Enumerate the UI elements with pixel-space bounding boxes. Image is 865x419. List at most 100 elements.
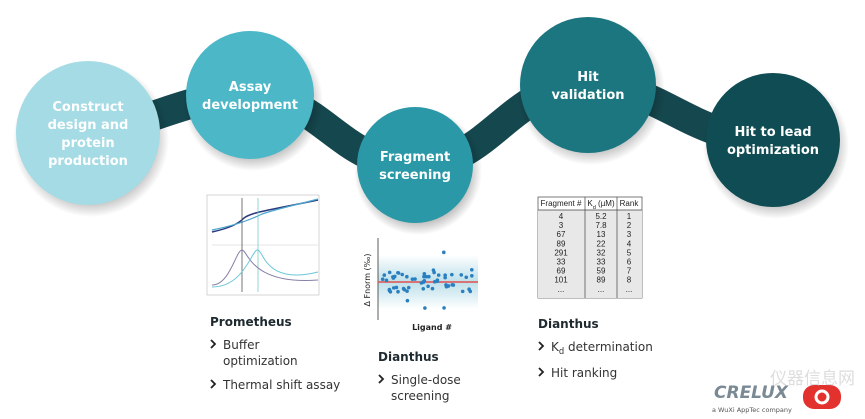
table-cell: 89 [557,239,566,248]
step-circle [706,73,840,207]
table-cell: 2 [627,221,632,230]
tool-item-line: optimization [223,354,298,368]
logo-name: CRELUX [714,383,789,403]
scatter-dot [396,270,400,275]
tool-item-line: Buffer [223,338,259,352]
scatter-dot [460,289,465,294]
scatter-dot [424,274,429,279]
step-label: Hit [577,70,599,85]
table-cell: 8 [627,276,632,285]
scatter-dot [394,285,399,290]
step-label: protein [61,136,114,151]
scatter-dot [380,277,385,281]
bullet-arrow [538,367,545,377]
scatter-dot [427,274,431,279]
table-cell: 59 [597,267,606,276]
tool-name: Dianthus [538,317,599,331]
table-cell: 291 [554,248,568,257]
scatter-dot [422,278,427,283]
scatter-dot [436,273,441,277]
scatter-dot [410,277,415,281]
scatter-plot: Δ Fnorm (‰) Ligand # [363,238,478,332]
step-label: Hit to lead [734,125,811,140]
scatter-dot [435,279,440,284]
scatter-dot [464,275,469,280]
scatter-dot [450,272,454,277]
logo-tagline: a WuXi AppTec company [712,406,792,414]
table-header: Rank [620,199,640,208]
table-cell: 67 [557,230,566,239]
step-circle [16,61,160,205]
scatter-dot [421,286,426,291]
scatter-dot [405,289,409,293]
scatter-dot [469,267,474,272]
x-axis-label: Ligand # [412,323,452,332]
step-circle [520,17,656,153]
table-cell: 4 [559,212,564,221]
step-circle [357,107,473,223]
table-cell: 3 [627,230,632,239]
scatter-dot [443,275,447,280]
table-header: Fragment # [541,199,582,208]
bullet-arrow [378,374,385,384]
tool-item: Thermal shift assay [222,378,340,392]
step-label: validation [551,88,624,103]
scatter-dot [392,274,397,279]
step-label: Assay [229,80,272,95]
bullet-arrow [210,379,217,389]
scatter-dot [442,306,446,310]
tool-name: Dianthus [378,350,439,364]
scatter-dot [382,273,387,277]
table-cell: 22 [597,239,606,248]
logo-icon-ring [814,389,830,405]
scatter-dot [423,306,427,310]
table-cell: 5 [627,248,632,257]
scatter-dot [405,298,410,303]
table-cell: ... [558,285,565,294]
table-cell: 32 [597,248,606,257]
scatter-dot [413,277,417,281]
step-label: optimization [727,143,819,158]
step-circle [186,31,314,159]
table-cell: 7.8 [595,221,607,230]
table-cell: 4 [627,239,632,248]
step-label: Construct [52,100,123,115]
table-cell: 5.2 [595,212,607,221]
scatter-dot [470,273,474,278]
scatter-dot [400,272,405,277]
table-header: Kd (µM) [587,199,615,211]
scatter-dot [387,270,392,275]
scatter-dot [441,250,446,255]
step-label: development [202,98,298,113]
table-cell: 1 [627,212,632,221]
tool-item: Kd determination [551,340,653,356]
bullet-arrow [210,339,217,349]
step-label: design and [48,118,129,133]
table-cell: 101 [554,276,568,285]
text-main: K [551,340,560,354]
scatter-dot [432,270,436,275]
table-cell: ... [598,285,605,294]
table-cell: 69 [557,267,566,276]
text-sub: d [559,346,564,356]
scatter-dot [405,274,409,279]
scatter-dot [459,273,464,277]
scatter-dot [422,272,427,276]
step-label: screening [379,168,451,183]
table-cell: 33 [557,258,566,267]
tool-item: Single-dose screening [391,373,461,403]
tool-item-line: screening [391,389,449,403]
step-label: production [48,154,128,169]
tool-item: Buffer optimization [223,338,298,368]
scatter-dot [446,284,451,288]
tool-item: Hit ranking [551,366,617,380]
text-sub: d [593,205,596,211]
scatter-dot [388,290,393,294]
watermark: 仪器信息网 [770,369,855,389]
text-rest: determination [564,340,653,354]
table-cell: 3 [559,221,564,230]
table-cell: 89 [597,276,606,285]
scatter-dot [384,278,389,283]
